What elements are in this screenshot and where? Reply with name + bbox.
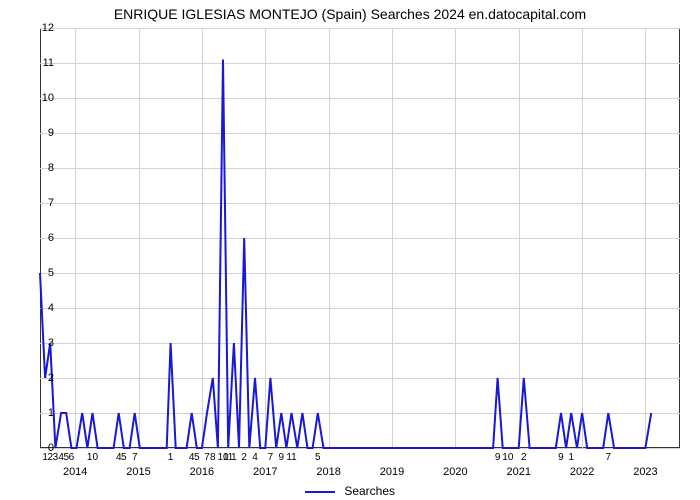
x-tick-month: 2 [241, 452, 247, 463]
plot-area [40, 28, 680, 448]
x-tick-year: 2023 [633, 466, 657, 478]
x-tick-month: 7 [204, 452, 210, 463]
x-tick-month: 7 [132, 452, 138, 463]
y-tick-label: 6 [24, 232, 54, 244]
x-tick-month: 4 [252, 452, 258, 463]
x-tick-month: 5 [194, 452, 200, 463]
x-tick-month: 9 [558, 452, 564, 463]
x-tick-month: 7 [268, 452, 274, 463]
x-tick-year: 2022 [570, 466, 594, 478]
legend-label: Searches [344, 484, 395, 498]
x-tick-month: 1 [231, 452, 237, 463]
y-tick-label: 4 [24, 302, 54, 314]
x-tick-month: 9 [278, 452, 284, 463]
y-tick-label: 12 [24, 22, 54, 34]
x-tick-month: 8 [210, 452, 216, 463]
y-tick-label: 2 [24, 372, 54, 384]
y-tick-label: 1 [24, 407, 54, 419]
x-tick-month: 1 [168, 452, 174, 463]
x-tick-month: 2 [521, 452, 527, 463]
y-tick-label: 5 [24, 267, 54, 279]
y-tick-label: 7 [24, 197, 54, 209]
y-tick-label: 3 [24, 337, 54, 349]
legend: Searches [0, 484, 700, 498]
y-tick-label: 11 [24, 57, 54, 69]
line-series [40, 28, 680, 448]
x-tick-year: 2021 [506, 466, 530, 478]
x-tick-month: 5 [315, 452, 321, 463]
x-tick-year: 2014 [63, 466, 87, 478]
x-tick-month: 9 [495, 452, 501, 463]
x-tick-month: 11 [286, 452, 296, 463]
x-tick-year: 2015 [126, 466, 150, 478]
x-tick-month: 6 [69, 452, 75, 463]
x-tick-month: 1 [568, 452, 574, 463]
x-tick-year: 2016 [190, 466, 214, 478]
x-tick-month: 5 [121, 452, 127, 463]
x-tick-month: 10 [502, 452, 513, 463]
y-tick-label: 10 [24, 92, 54, 104]
y-tick-label: 9 [24, 127, 54, 139]
y-tick-label: 8 [24, 162, 54, 174]
chart-title: ENRIQUE IGLESIAS MONTEJO (Spain) Searche… [0, 6, 700, 22]
legend-swatch [305, 491, 335, 493]
x-tick-year: 2017 [253, 466, 277, 478]
x-tick-year: 2019 [380, 466, 404, 478]
x-tick-year: 2018 [316, 466, 340, 478]
x-tick-month: 3 [53, 452, 59, 463]
x-tick-month: 7 [606, 452, 612, 463]
x-tick-year: 2020 [443, 466, 467, 478]
x-tick-month: 10 [87, 452, 98, 463]
